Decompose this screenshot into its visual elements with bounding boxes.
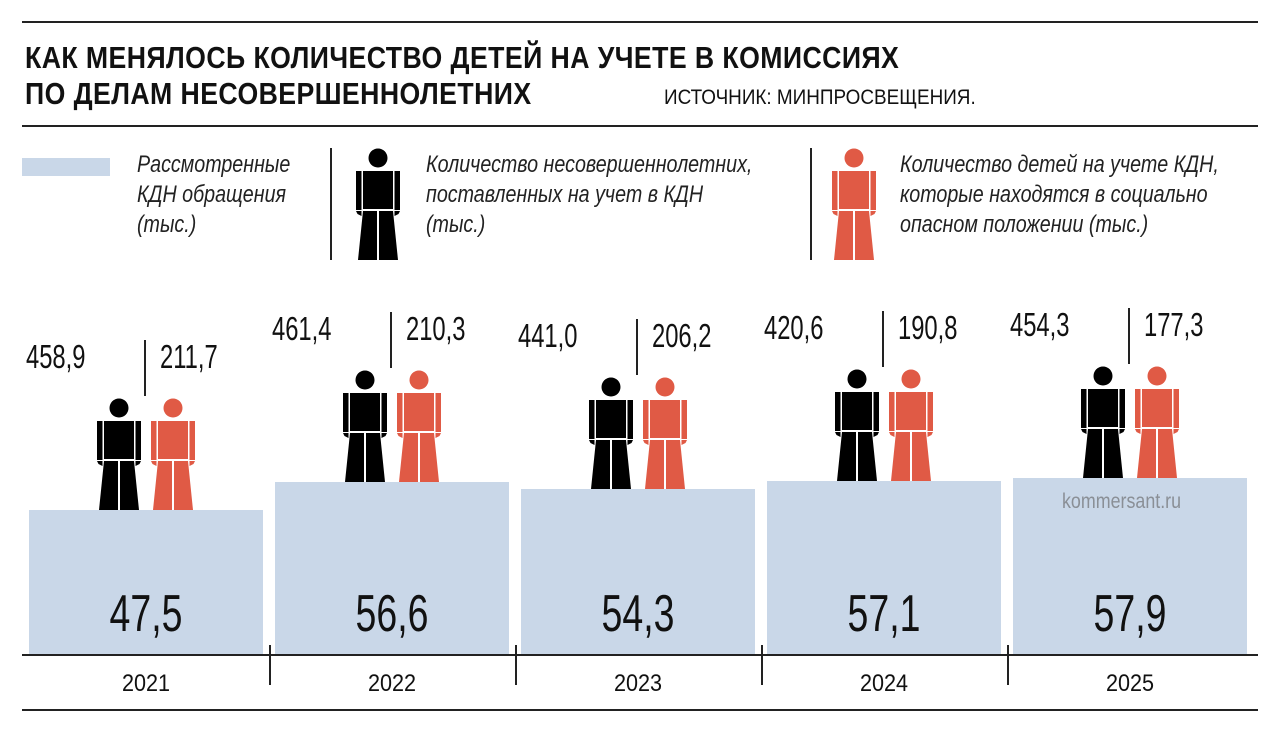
label-divider xyxy=(144,340,146,397)
person-icon-red xyxy=(397,370,441,483)
label-divider xyxy=(1128,308,1130,365)
registered-value-label: 420,6 xyxy=(764,308,824,346)
year-label: 2024 xyxy=(859,670,909,697)
bar-value-label: 56,6 xyxy=(355,585,429,643)
legend-divider xyxy=(330,148,332,260)
bar-value-label: 54,3 xyxy=(601,585,675,643)
year-label: 2022 xyxy=(367,670,417,697)
year-separator xyxy=(761,645,763,685)
danger-value-label: 177,3 xyxy=(1144,306,1204,344)
top-rule xyxy=(22,21,1258,23)
person-icon-red xyxy=(1135,366,1179,479)
danger-value-label: 210,3 xyxy=(406,310,466,348)
registered-value-label: 461,4 xyxy=(272,310,332,348)
person-icon-red xyxy=(643,377,687,490)
legend-divider xyxy=(810,148,812,260)
year-separator xyxy=(515,645,517,685)
bar-2022 xyxy=(275,482,509,655)
bottom-rule xyxy=(22,709,1258,711)
header-rule xyxy=(22,125,1258,127)
legend-text-registered: Количество несовершеннолетних, поставленн… xyxy=(426,151,753,238)
title-line-1: КАК МЕНЯЛОСЬ КОЛИЧЕСТВО ДЕТЕЙ НА УЧЕТЕ В… xyxy=(25,40,900,75)
bar-2023 xyxy=(521,489,755,655)
year-label: 2025 xyxy=(1105,670,1155,697)
bar-value-label: 47,5 xyxy=(109,585,183,643)
person-icon-red xyxy=(832,148,876,260)
year-separator xyxy=(269,645,271,685)
danger-value-label: 190,8 xyxy=(898,308,958,346)
danger-value-label: 206,2 xyxy=(652,317,712,355)
legend-text-danger: Количество детей на учете КДН, которые на… xyxy=(900,151,1219,238)
bar-2025 xyxy=(1013,478,1247,655)
year-separator xyxy=(1007,645,1009,685)
registered-value-label: 441,0 xyxy=(518,317,578,355)
label-divider xyxy=(636,319,638,376)
title-line-2: ПО ДЕЛАМ НЕСОВЕРШЕННОЛЕТНИХ xyxy=(25,76,532,111)
axis-line xyxy=(22,654,1258,656)
bar-value-label: 57,9 xyxy=(1093,585,1167,643)
registered-value-label: 454,3 xyxy=(1010,306,1070,344)
bar-2024 xyxy=(767,480,1001,655)
person-icon xyxy=(356,148,400,260)
person-icon xyxy=(835,369,879,481)
person-icon xyxy=(343,370,387,483)
registered-value-label: 458,9 xyxy=(26,338,86,376)
year-label: 2023 xyxy=(613,670,663,697)
watermark: kommersant.ru xyxy=(1062,490,1182,513)
bar-value-label: 57,1 xyxy=(847,585,921,643)
bar-2021 xyxy=(29,510,263,655)
year-label: 2021 xyxy=(121,670,171,697)
danger-value-label: 211,7 xyxy=(160,338,218,376)
legend-bar-swatch xyxy=(22,158,110,176)
person-icon-red xyxy=(889,369,933,481)
person-icon xyxy=(1081,366,1125,479)
person-icon xyxy=(97,398,141,511)
label-divider xyxy=(882,310,884,367)
label-divider xyxy=(390,312,392,369)
legend-text-appeals: Рассмотренные КДН обращения (тыс.) xyxy=(137,151,291,238)
person-icon-red xyxy=(151,398,195,511)
source-note: ИСТОЧНИК: МИНПРОСВЕЩЕНИЯ. xyxy=(664,86,976,109)
person-icon xyxy=(589,377,633,490)
